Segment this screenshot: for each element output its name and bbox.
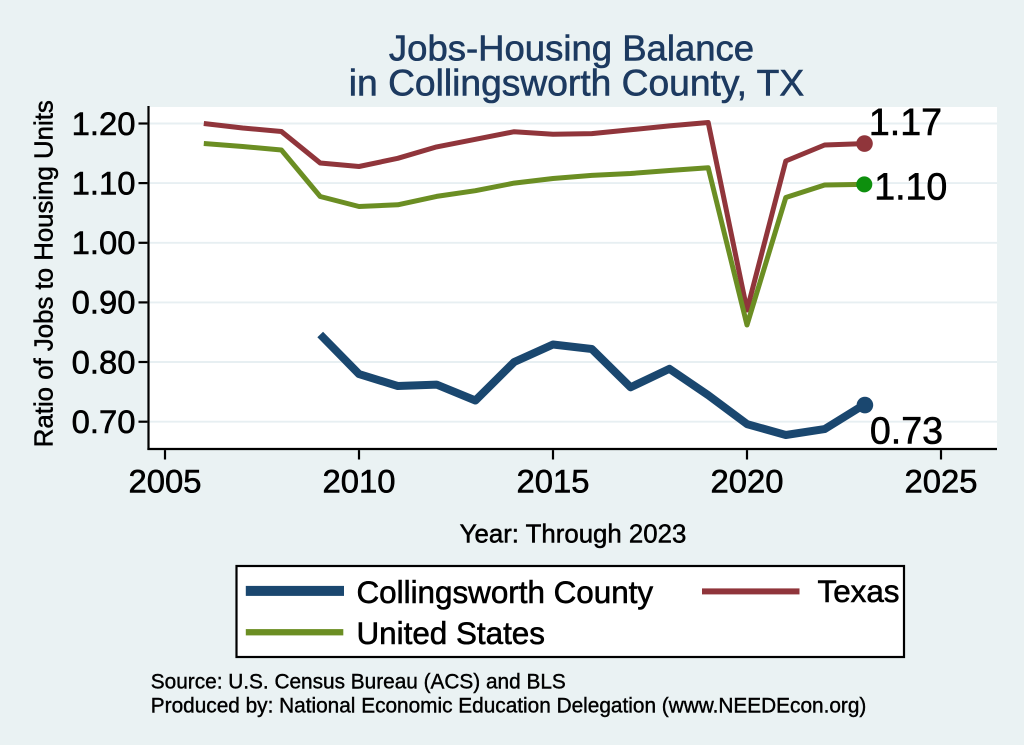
svg-text:2020: 2020 [711,463,784,500]
svg-text:1.10: 1.10 [72,164,136,201]
svg-text:2010: 2010 [323,463,396,500]
svg-text:1.17: 1.17 [869,101,942,143]
svg-text:Produced by: National Economic: Produced by: National Economic Education… [151,695,867,718]
svg-text:1.20: 1.20 [72,105,136,142]
svg-text:0.90: 0.90 [72,284,136,321]
svg-text:1.10: 1.10 [874,165,947,207]
svg-text:Source: U.S. Census Bureau (AC: Source: U.S. Census Bureau (ACS) and BLS [151,671,566,694]
svg-text:Texas: Texas [818,574,900,609]
svg-text:in Collingsworth County, TX: in Collingsworth County, TX [349,62,805,104]
svg-text:Collingsworth County: Collingsworth County [357,575,654,610]
svg-text:Jobs-Housing Balance: Jobs-Housing Balance [389,27,754,68]
svg-text:2025: 2025 [905,463,978,500]
svg-text:0.73: 0.73 [870,410,943,452]
svg-text:2005: 2005 [129,463,202,500]
svg-text:United States: United States [357,616,545,651]
svg-text:0.80: 0.80 [72,343,136,380]
svg-text:0.70: 0.70 [72,403,136,440]
svg-text:1.00: 1.00 [72,224,136,261]
svg-text:2015: 2015 [517,463,590,500]
svg-text:Year: Through 2023: Year: Through 2023 [460,520,687,548]
svg-text:Ratio of Jobs to Housing Units: Ratio of Jobs to Housing Units [31,100,59,447]
